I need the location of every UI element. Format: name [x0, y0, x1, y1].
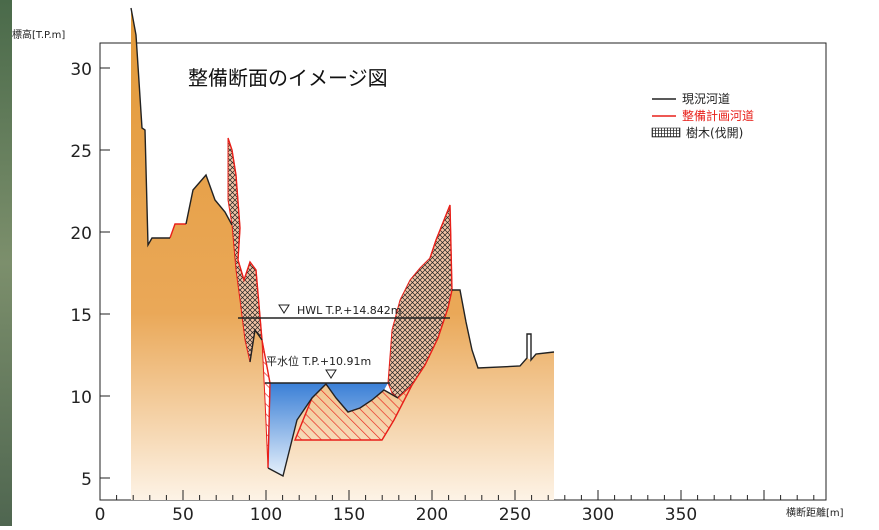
x-tick-label: 300: [582, 505, 614, 525]
water-body: [268, 383, 388, 476]
hwl-marker-icon: [278, 304, 290, 314]
normal-level-marker-icon: [325, 369, 337, 379]
normal-level-label: 平水位 T.P.+10.91m: [266, 354, 371, 368]
x-tick-label: 200: [416, 505, 448, 525]
x-axis: [99, 490, 815, 500]
y-tick-label: 30: [70, 60, 92, 80]
x-axis-label: 横断距離[m]: [786, 506, 844, 519]
y-tick-label: 15: [70, 306, 92, 326]
hwl-label: HWL T.P.+14.842m: [297, 304, 402, 317]
y-axis-label: 標高[T.P.m]: [12, 28, 65, 41]
x-tick-label: 150: [333, 505, 365, 525]
y-tick-label: 5: [81, 470, 92, 490]
x-tick-label: 50: [172, 505, 194, 525]
planned-channel-line: [169, 137, 453, 469]
x-tick-label: 250: [499, 505, 531, 525]
y-tick-label: 20: [70, 224, 92, 244]
x-tick-label: 350: [665, 505, 697, 525]
diagram-title: 整備断面のイメージ図: [188, 66, 388, 90]
legend-tree-swatch: [651, 127, 681, 138]
y-tick-label: 25: [70, 142, 92, 162]
photo-strip: [0, 0, 12, 526]
existing-channel-line: [130, 7, 555, 478]
x-tick-labels: 0 50 100 150 200 250 300 350: [95, 505, 698, 525]
y-axis: 30 25 20 15 10 5: [70, 60, 110, 490]
legend-existing-label: 現況河道: [682, 91, 730, 106]
legend-tree-label: 樹木(伐開): [686, 126, 743, 140]
ground-section: [131, 8, 554, 500]
legend: 現況河道 整備計画河道 樹木(伐開): [651, 91, 754, 140]
y-tick-label: 10: [70, 388, 92, 408]
legend-planned-label: 整備計画河道: [682, 108, 754, 123]
x-tick-label: 0: [95, 505, 106, 525]
x-tick-label: 100: [250, 505, 282, 525]
